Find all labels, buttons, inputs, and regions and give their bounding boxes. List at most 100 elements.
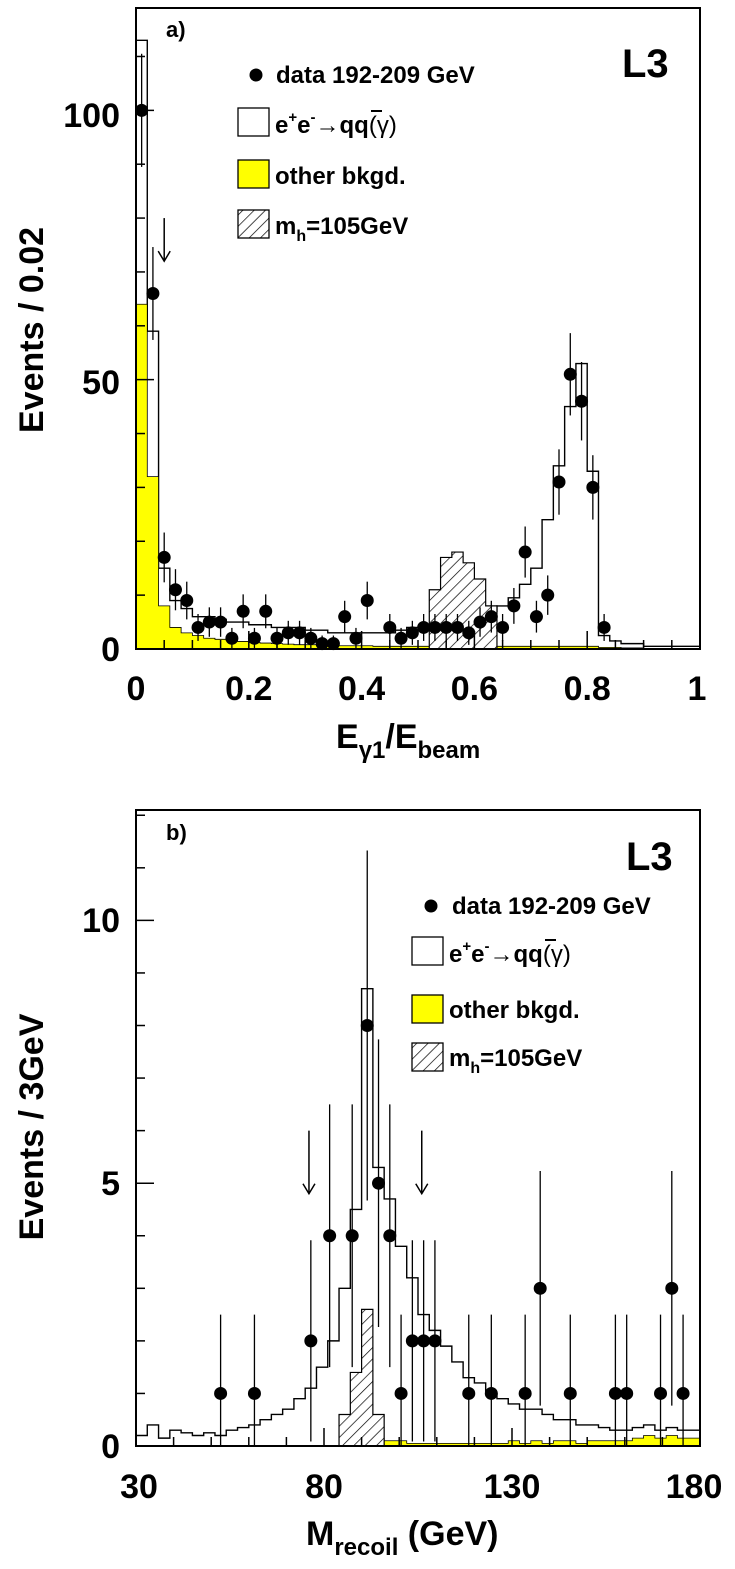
legend-other-swatch — [411, 994, 444, 1024]
panel-a-data-point — [575, 394, 589, 408]
panel-b-xlabel-part: (GeV) — [398, 1515, 498, 1553]
panel-a-frame — [135, 7, 701, 650]
panel-a-data-point — [586, 480, 600, 494]
panel-b-ytick-label: 5 — [101, 1165, 120, 1203]
panel-b-data-point — [417, 1334, 431, 1348]
panel-a-data-point — [191, 620, 205, 634]
panel-a-data-point — [225, 631, 239, 645]
panel-a-data-point — [496, 620, 510, 634]
panel-a-xlabel-sub: beam — [418, 737, 481, 764]
legend-qq-swatch — [237, 107, 270, 137]
legend-higgs-part: =105GeV — [306, 213, 408, 240]
panel-a-xtick-label: 0.8 — [564, 670, 611, 708]
panel-b-ytick-label: 10 — [82, 902, 120, 940]
panel-b-data-point — [247, 1386, 261, 1400]
legend-qq-part: q — [513, 941, 528, 968]
panel-b-data-point — [214, 1386, 228, 1400]
panel-a-other-bkgd-histogram — [135, 303, 701, 650]
panel-b-data-point — [394, 1386, 408, 1400]
panel-a-xtick-label: 0.6 — [451, 670, 498, 708]
legend-qq-sup: + — [288, 109, 297, 126]
panel-a-xlabel: Eγ1/Ebeam — [336, 718, 480, 764]
panel-b-data-point — [533, 1281, 547, 1295]
panel-a-tag: a) — [166, 17, 186, 42]
panel-a-plot-area — [135, 39, 701, 651]
panel-b-xlabel: Mrecoil (GeV) — [306, 1515, 498, 1561]
panel-b-frame — [135, 809, 701, 1447]
legend-data-label: data 192-209 GeV — [276, 62, 475, 89]
panel-a-data-point — [439, 620, 453, 634]
panel-b-data-point — [383, 1229, 397, 1243]
panel-b-cut-arrow-head — [415, 1183, 429, 1196]
legend-other-swatch — [237, 159, 270, 189]
panel-a-data-point — [214, 615, 228, 629]
panel-a-ylabel: Events / 0.02 — [13, 227, 51, 433]
panel-b-xlabel-sub: recoil — [334, 1534, 398, 1561]
legend-qq-part: (γ) — [369, 112, 397, 139]
legend-qq-sup: - — [484, 938, 489, 955]
panel-a-ytick-label: 50 — [82, 364, 120, 402]
panel-b-ticks — [135, 814, 701, 1447]
panel-a-data-point — [597, 620, 611, 634]
legend-qq-part: e — [471, 941, 484, 968]
panel-a-xtick-label: 0 — [127, 670, 146, 708]
legend-higgs-swatch — [237, 209, 270, 239]
panel-a-data-point — [405, 626, 419, 640]
panel-b-experiment-label: L3 — [626, 835, 673, 879]
panel-b-data-point — [563, 1386, 577, 1400]
panel-a-data-point — [428, 620, 442, 634]
panel-a-ticks — [135, 55, 701, 650]
panel-a-data-point — [180, 594, 194, 608]
panel-b-data-point — [518, 1386, 532, 1400]
panel-a-data-point — [507, 599, 521, 613]
panel-a-data-point — [450, 620, 464, 634]
panel-b-data-point — [665, 1281, 679, 1295]
panel-a-xlabel-sub: γ1 — [359, 737, 386, 764]
panel-a-data-point — [383, 620, 397, 634]
panel-b-data-point — [405, 1334, 419, 1348]
legend-other-label: other bkgd. — [449, 997, 580, 1024]
legend-qq-part: q — [528, 941, 543, 968]
panel-a-data-point — [281, 626, 295, 640]
panel-a-data-point — [270, 631, 284, 645]
panel-a-legend: data 192-209 GeV e+e-→qq(γ) other bkgd. … — [237, 62, 475, 245]
panel-b-xlabel-part: M — [306, 1515, 334, 1553]
panel-b-xtick-label: 180 — [666, 1468, 723, 1506]
legend-qq-part: q — [339, 112, 354, 139]
panel-a-data-point — [236, 604, 250, 618]
panel-a-xtick-label: 0.4 — [338, 670, 385, 708]
panel-a-cut-arrow-head — [157, 250, 171, 263]
panel-b-higgs-signal-histogram — [338, 1308, 385, 1447]
panel-a-xtick-label: 1 — [688, 670, 707, 708]
panel-a-data-point — [259, 604, 273, 618]
legend-data-label: data 192-209 GeV — [452, 893, 651, 920]
panel-a-data-point — [563, 367, 577, 381]
legend-higgs-swatch — [411, 1042, 444, 1072]
legend-qq-label: e+e-→qq(γ) — [449, 938, 571, 968]
panel-a-xlabel-part: /E — [385, 718, 417, 756]
panel-b-data-point — [428, 1334, 442, 1348]
legend-qq-part: → — [315, 112, 339, 139]
panel-b-data-point — [608, 1386, 622, 1400]
panel-b-data-point — [360, 1019, 374, 1033]
panel-b-data-point — [676, 1386, 690, 1400]
legend-qq-part: (γ) — [543, 941, 571, 968]
panel-b-data-point — [462, 1386, 476, 1400]
legend-higgs-sub: h — [470, 1060, 480, 1077]
panel-a-data-point — [157, 550, 171, 564]
panel-a-data-point — [349, 631, 363, 645]
panel-a-experiment-label: L3 — [622, 42, 669, 86]
legend-qq-part: e — [275, 112, 288, 139]
panel-a-data-point — [168, 583, 182, 597]
legend-qq-part: e — [297, 112, 310, 139]
panel-a-data-point — [394, 631, 408, 645]
panel-b-xtick-label: 130 — [484, 1468, 541, 1506]
panel-a-data-point — [529, 610, 543, 624]
panel-a-xtick-label: 0.2 — [225, 670, 272, 708]
panel-b-plot-area — [136, 850, 701, 1447]
legend-data-marker — [424, 899, 438, 913]
legend-data-marker — [249, 68, 263, 82]
legend-qq-sup: + — [462, 938, 471, 955]
legend-higgs-part: m — [449, 1045, 470, 1072]
panel-a-data-point — [518, 545, 532, 559]
